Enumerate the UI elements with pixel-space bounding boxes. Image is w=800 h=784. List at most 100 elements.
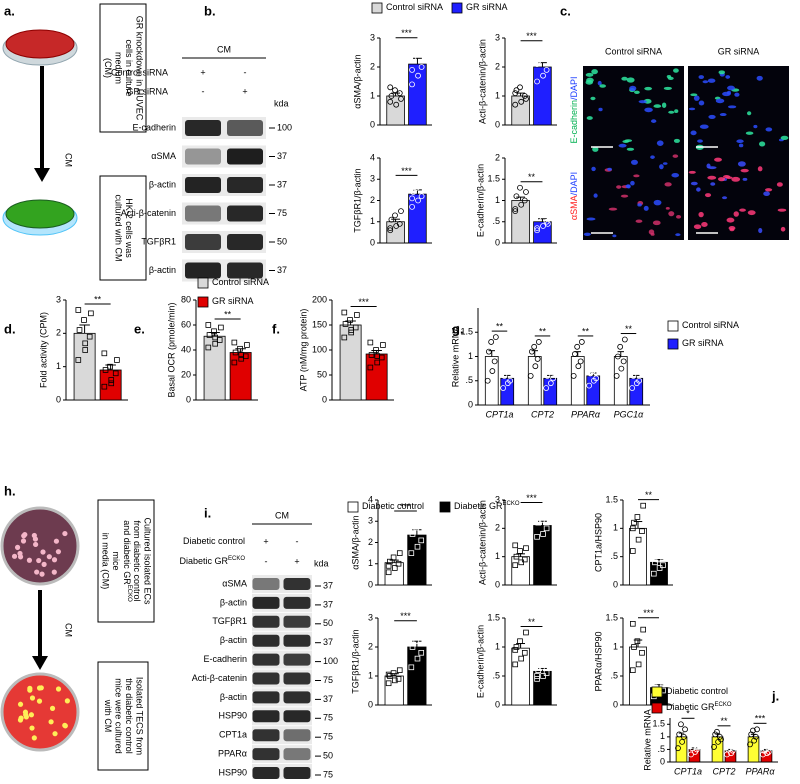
marker-label: 75 xyxy=(323,713,333,723)
panel-label: f. xyxy=(272,321,280,336)
data-point xyxy=(212,334,219,341)
cell xyxy=(747,210,756,216)
data-point xyxy=(418,64,425,70)
cell xyxy=(701,222,708,228)
data-point xyxy=(485,348,492,355)
box-line: mice xyxy=(111,551,121,570)
y-tick-label: .5 xyxy=(465,375,473,385)
cell-dot xyxy=(33,541,39,548)
cell-dot xyxy=(46,554,52,560)
blot-unit: kda xyxy=(314,558,329,568)
cell xyxy=(719,113,727,117)
cell xyxy=(586,116,593,120)
y-tick-label: 1 xyxy=(613,523,618,533)
y-tick-label: 2 xyxy=(368,641,373,651)
data-point xyxy=(212,340,219,347)
data-point xyxy=(748,731,755,738)
bar xyxy=(629,646,647,706)
y-axis-label: αSMA/β-actin xyxy=(352,54,362,108)
data-point xyxy=(75,307,82,313)
bar xyxy=(365,353,388,401)
band-label: PPARα xyxy=(218,748,247,758)
significance-label: *** xyxy=(400,501,411,511)
blot-band xyxy=(252,691,280,704)
data-point xyxy=(385,563,392,569)
marker-label: 50 xyxy=(323,750,333,760)
data-point xyxy=(513,193,520,200)
y-tick-label: 0 xyxy=(495,237,500,247)
panel-label: j. xyxy=(771,688,779,703)
data-point xyxy=(660,562,666,568)
cell-dot xyxy=(26,557,33,563)
cell xyxy=(777,208,787,212)
data-point xyxy=(760,751,766,758)
data-point xyxy=(718,736,724,743)
data-point xyxy=(551,363,558,370)
data-point xyxy=(535,519,542,526)
legend-label: GR siRNA xyxy=(212,296,254,306)
data-point xyxy=(410,55,417,62)
data-point xyxy=(500,385,507,391)
significance-label: ** xyxy=(224,309,232,319)
y-axis-label: TGFβR1/β-actin xyxy=(352,168,362,232)
data-point xyxy=(101,383,108,390)
marker-label: 50 xyxy=(277,236,287,246)
legend-swatch xyxy=(347,501,359,513)
cell xyxy=(673,68,679,73)
cell xyxy=(690,93,698,97)
y-tick-label: 1.5 xyxy=(605,494,618,504)
significance-label: *** xyxy=(526,493,537,503)
cell xyxy=(708,114,716,119)
y-tick-label: 20 xyxy=(181,369,191,379)
cell xyxy=(699,124,709,129)
box-line: (CM) xyxy=(103,58,113,78)
cell-dot xyxy=(36,698,43,704)
legend-label: Control siRNA xyxy=(212,277,269,287)
y-tick-label: .5 xyxy=(610,551,618,561)
blot-condition-main: Diabetic control xyxy=(183,536,245,546)
data-point xyxy=(676,731,683,738)
blot-condition: Diabetic GRECKO xyxy=(179,556,245,567)
data-point xyxy=(415,72,421,79)
bar xyxy=(384,675,404,706)
y-tick-label: .5 xyxy=(657,744,665,754)
legend-swatch xyxy=(197,296,209,308)
cell xyxy=(734,92,740,97)
y-axis-label: Relative mRNA xyxy=(450,326,460,388)
data-point xyxy=(82,347,89,353)
data-point xyxy=(614,353,621,360)
legend-name: Diabetic GR xyxy=(454,501,503,511)
cell xyxy=(733,211,739,217)
data-point xyxy=(661,679,667,685)
data-point xyxy=(577,358,584,365)
y-tick-label: 0 xyxy=(613,579,618,589)
cell xyxy=(643,205,649,211)
marker-label: 37 xyxy=(277,265,287,275)
data-point xyxy=(523,629,529,636)
legend-name: Control siRNA xyxy=(386,2,443,12)
cell-dot xyxy=(62,530,68,537)
y-tick-label: 0 xyxy=(468,399,473,409)
data-point xyxy=(396,550,403,556)
data-point xyxy=(726,745,733,752)
row-label-part: αSMA xyxy=(569,195,579,220)
y-tick-label: 1 xyxy=(370,90,375,100)
cell xyxy=(756,75,763,81)
significance-label: *** xyxy=(358,297,369,307)
box-line: cells in culture xyxy=(124,39,134,96)
marker-label: 75 xyxy=(323,675,333,685)
data-point xyxy=(108,377,115,383)
cell xyxy=(585,72,594,77)
y-tick-label: 3 xyxy=(56,294,61,304)
blot-band xyxy=(227,205,263,222)
box-line: Isolated TECS from xyxy=(134,677,144,755)
box-line: GR knockdown in HUVEC xyxy=(134,16,144,121)
data-point xyxy=(535,339,542,345)
box-line-main: and diabetic GR xyxy=(122,520,132,585)
data-point xyxy=(244,342,250,348)
cell-dot xyxy=(27,685,33,691)
data-point xyxy=(489,368,496,374)
data-point xyxy=(578,339,585,345)
